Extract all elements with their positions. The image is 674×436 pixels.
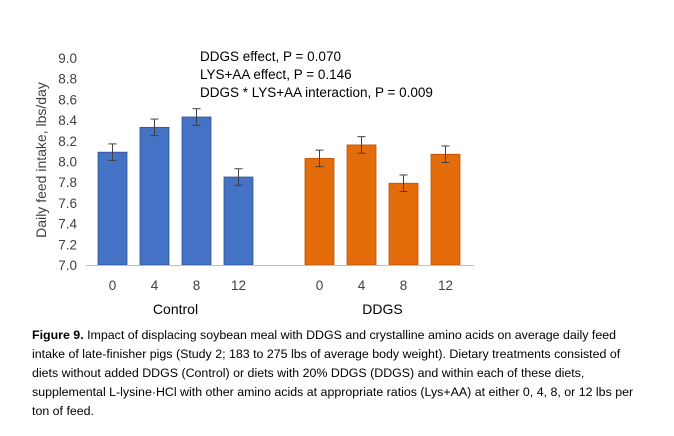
x-tick-label: 0 (109, 278, 117, 293)
y-tick-label: 7.2 (58, 237, 77, 252)
group-label: DDGS (362, 301, 402, 317)
x-tick-label: 8 (193, 278, 201, 293)
error-bar (234, 168, 243, 186)
bar (139, 126, 170, 266)
bar-chart: 9.08.88.68.48.28.07.87.67.47.27.0 0 4 8 12 0… (33, 49, 474, 317)
group-labels: Control DDGS (153, 301, 403, 317)
bar (304, 157, 335, 266)
group-label: Control (153, 301, 198, 317)
y-tick-label: 7.4 (58, 217, 77, 232)
y-tick-label: 8.2 (58, 134, 77, 149)
y-tick-label: 8.8 (58, 72, 77, 87)
error-bar (357, 136, 366, 154)
bar (346, 144, 377, 266)
y-tick-label: 7.0 (58, 258, 77, 273)
y-tick-label: 8.0 (58, 155, 77, 170)
bar (388, 182, 419, 266)
error-bar (441, 145, 450, 164)
stats-annotations: DDGS effect, P = 0.070 LYS+AA effect, P =… (200, 49, 433, 100)
y-axis-label: Daily feed intake, lbs/day (33, 82, 49, 238)
x-tick-label: 0 (316, 278, 324, 293)
figure-caption: Figure 9. Impact of displacing soybean m… (32, 326, 644, 421)
bar (181, 116, 212, 266)
stats-annotation: DDGS * LYS+AA interaction, P = 0.009 (200, 85, 433, 100)
caption-text: Impact of displacing soybean meal with D… (32, 328, 634, 418)
y-tick-label: 8.4 (58, 113, 77, 128)
error-bars (108, 108, 450, 193)
y-tick-label: 9.0 (58, 51, 77, 66)
error-bar (192, 108, 201, 126)
x-tick-label: 12 (438, 278, 453, 293)
bar (223, 176, 254, 266)
bars (97, 116, 461, 266)
y-tick-label: 8.6 (58, 92, 77, 107)
error-bar (399, 174, 408, 193)
x-axis-ticks: 0 4 8 12 0 4 8 12 (109, 278, 453, 293)
x-tick-label: 4 (151, 278, 159, 293)
stats-annotation: DDGS effect, P = 0.070 (200, 49, 341, 64)
error-bar (108, 143, 117, 161)
y-tick-label: 7.8 (58, 175, 77, 190)
y-tick-label: 7.6 (58, 196, 77, 211)
error-bar (150, 118, 159, 137)
bar (430, 153, 461, 266)
bar (97, 151, 128, 266)
y-axis-ticks: 9.0 8.8 8.6 8.4 8.2 8.0 7.8 7.6 7.4 7.2 7.0 (58, 51, 77, 273)
x-tick-label: 8 (400, 278, 408, 293)
figure-label: Figure 9. (32, 328, 84, 342)
error-bar (315, 149, 324, 168)
x-tick-label: 12 (231, 278, 246, 293)
x-tick-label: 4 (358, 278, 366, 293)
stats-annotation: LYS+AA effect, P = 0.146 (200, 67, 352, 82)
